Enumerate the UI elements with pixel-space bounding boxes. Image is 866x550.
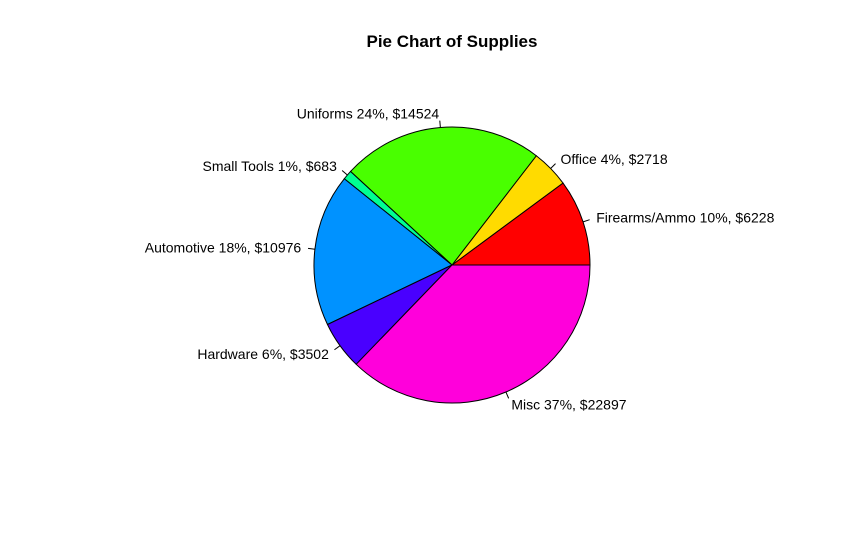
slice-label-hardware: Hardware 6%, $3502: [197, 346, 329, 362]
pie-slices: [313, 126, 591, 404]
slice-label-uniforms: Uniforms 24%, $14524: [297, 106, 440, 122]
pie-labels: Firearms/Ammo 10%, $6228 Office 4%, $2718…: [145, 106, 775, 413]
slice-label-office: Office 4%, $2718: [560, 151, 667, 167]
pie-slice-firearms-ammo: [450, 182, 591, 266]
label-tick-firearms-ammo: [582, 219, 590, 223]
chart-title: Pie Chart of Supplies: [367, 32, 538, 51]
slice-label-automotive: Automotive 18%, $10976: [145, 240, 302, 256]
label-tick-hardware: [334, 345, 341, 351]
slice-label-misc: Misc 37%, $22897: [511, 397, 626, 413]
pie-slice-uniforms: [349, 126, 538, 266]
label-tick-misc: [505, 391, 510, 399]
slice-label-firearms-ammo: Firearms/Ammo 10%, $6228: [596, 210, 774, 226]
pie-slice-misc: [355, 264, 591, 404]
label-tick-automotive: [307, 247, 315, 250]
slice-label-small-tools: Small Tools 1%, $683: [203, 158, 338, 174]
label-tick-small-tools: [341, 170, 348, 176]
label-tick-uniforms: [439, 120, 441, 128]
label-tick-office: [550, 163, 556, 169]
